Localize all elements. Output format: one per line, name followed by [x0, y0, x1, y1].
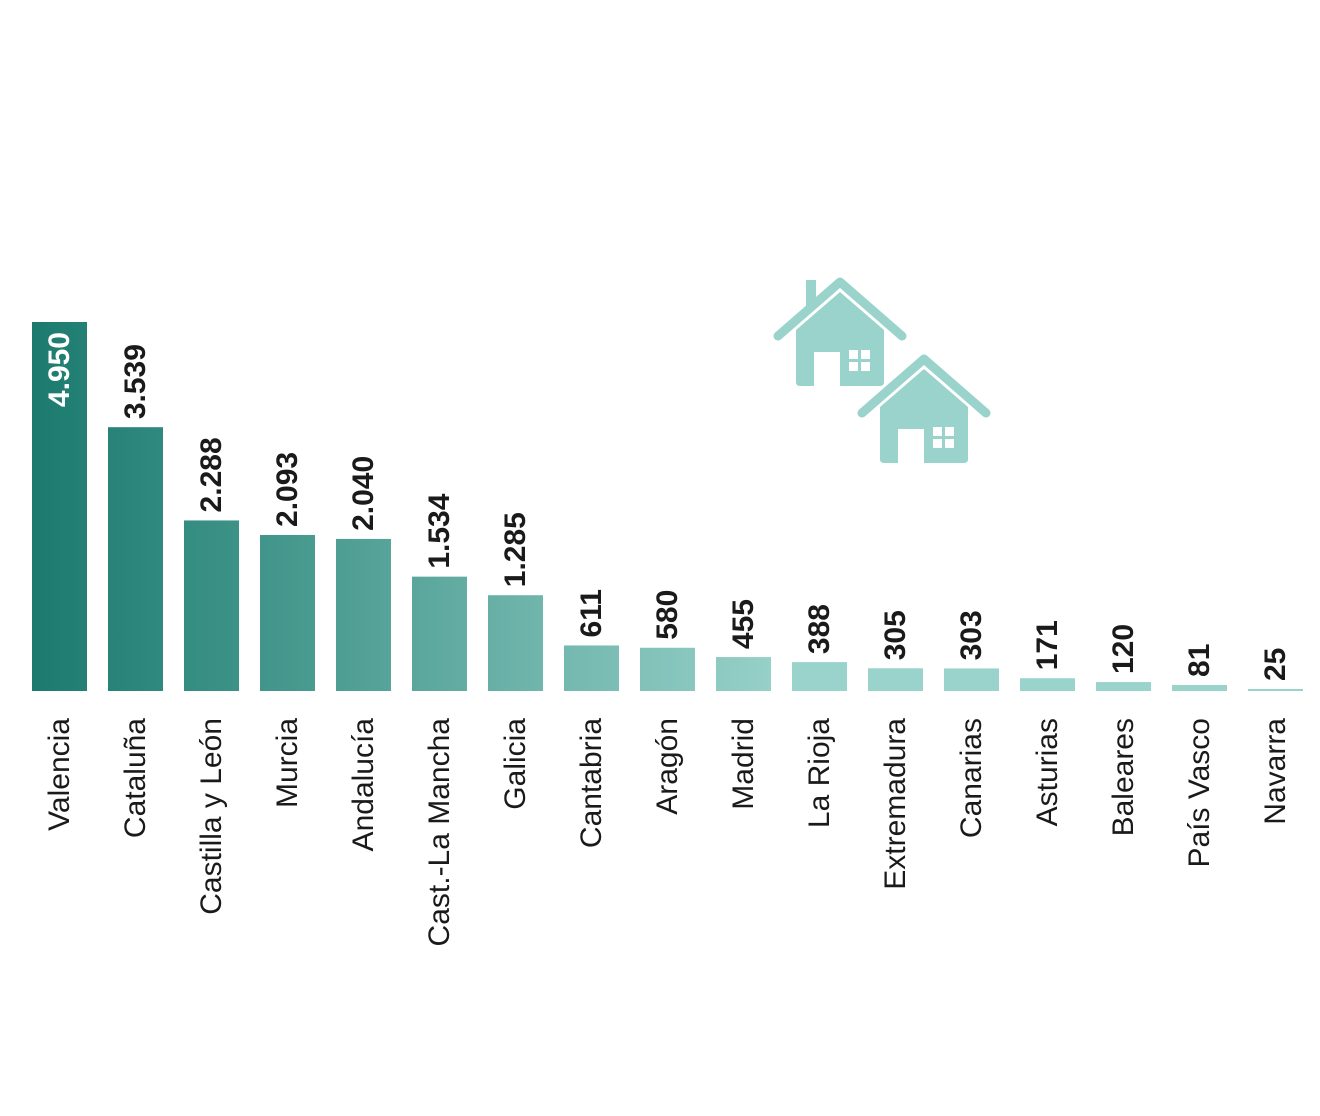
- category-label-11: La Rioja: [803, 718, 836, 828]
- value-label-7: 1.285: [499, 512, 532, 587]
- category-labels-group: Valencia Cataluña Castilla y León Murcia And…: [43, 718, 1292, 947]
- value-label-5: 2.040: [347, 456, 380, 531]
- bar-1: [32, 322, 87, 691]
- category-label-17: Navarra: [1259, 718, 1292, 825]
- bar-16: [1172, 684, 1227, 691]
- category-label-16: País Vasco: [1183, 718, 1216, 868]
- category-label-14: Asturias: [1031, 718, 1064, 826]
- houses-icon: [773, 277, 991, 463]
- category-label-3: Castilla y León: [195, 718, 228, 915]
- category-label-1: Valencia: [43, 718, 76, 831]
- category-label-5: Andalucía: [347, 718, 380, 852]
- bar-15: [1096, 682, 1151, 691]
- category-label-13: Canarias: [955, 718, 988, 838]
- value-label-16: 81: [1183, 644, 1216, 677]
- bars-group: [32, 322, 1303, 691]
- bar-10: [716, 657, 771, 691]
- bar-6: [412, 576, 467, 691]
- category-label-8: Cantabria: [575, 718, 608, 848]
- bar-17: [1248, 689, 1303, 691]
- value-label-2: 3.539: [119, 344, 152, 419]
- category-label-7: Galicia: [499, 718, 532, 810]
- category-label-6: Cast.-La Mancha: [423, 718, 456, 947]
- value-label-1: 4.950: [43, 332, 76, 407]
- category-label-2: Cataluña: [119, 718, 152, 838]
- bar-13: [944, 668, 999, 691]
- bar-11: [792, 662, 847, 691]
- bar-3: [184, 520, 239, 691]
- bar-8: [564, 645, 619, 691]
- bar-4: [260, 534, 315, 691]
- category-label-4: Murcia: [271, 718, 304, 808]
- value-label-15: 120: [1107, 624, 1140, 674]
- bar-2: [108, 427, 163, 691]
- value-label-3: 2.288: [195, 437, 228, 512]
- category-label-9: Aragón: [651, 718, 684, 815]
- category-label-12: Extremadura: [879, 718, 912, 890]
- value-label-10: 455: [727, 599, 760, 649]
- value-label-9: 580: [651, 590, 684, 640]
- value-label-6: 1.534: [423, 493, 456, 568]
- value-label-14: 171: [1031, 620, 1064, 670]
- value-label-11: 388: [803, 604, 836, 654]
- value-label-8: 611: [575, 589, 608, 637]
- bar-9: [640, 647, 695, 691]
- bar-12: [868, 668, 923, 691]
- bar-7: [488, 595, 543, 691]
- value-label-4: 2.093: [271, 452, 304, 527]
- value-label-12: 305: [879, 610, 912, 660]
- bar-14: [1020, 678, 1075, 691]
- category-label-15: Baleares: [1107, 718, 1140, 836]
- category-label-10: Madrid: [727, 718, 760, 810]
- value-labels-group: 4.950 3.539 2.288 2.093 2.040 1.534 1.285 611 58…: [43, 332, 1292, 681]
- value-label-17: 25: [1259, 648, 1292, 681]
- bar-5: [336, 538, 391, 691]
- value-label-13: 303: [955, 610, 988, 660]
